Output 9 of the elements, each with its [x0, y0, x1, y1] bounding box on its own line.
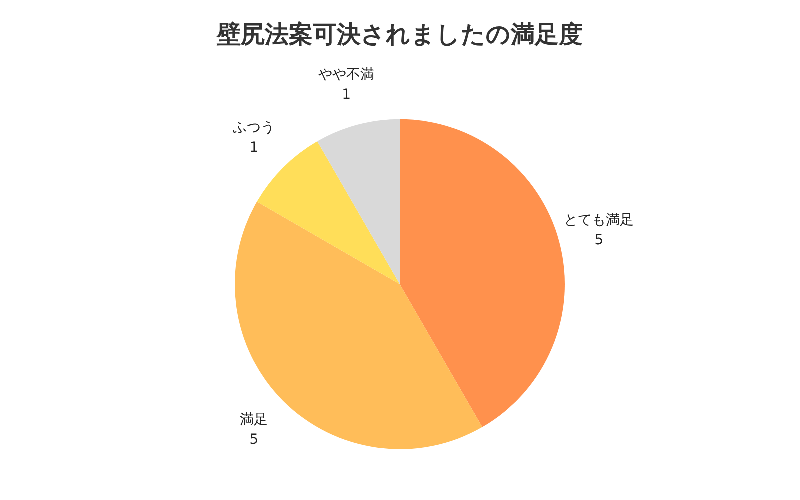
slice-label: ふつう [232, 120, 276, 136]
slice-label: 満足 [240, 412, 268, 428]
data-label: 5 [250, 432, 259, 448]
data-label: 1 [342, 86, 352, 103]
slice-label: やや不満 [318, 66, 375, 83]
data-label: 5 [594, 232, 604, 249]
data-label: 1 [250, 140, 259, 156]
chart-title: 壁尻法案可決されましたの満足度 [216, 20, 583, 49]
slice-label: とても満足 [564, 212, 634, 229]
